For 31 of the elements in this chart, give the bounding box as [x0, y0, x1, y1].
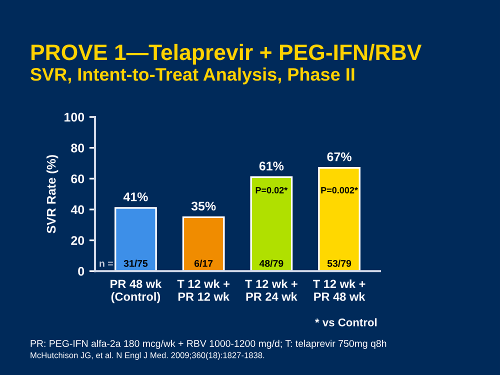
annotation: 6/17	[194, 260, 213, 267]
text: * vs Control	[315, 318, 377, 326]
data-label: 41%	[123, 192, 148, 202]
data-label: 67%	[327, 152, 352, 162]
annotation: 48/79	[259, 260, 284, 267]
y-tick-label: 20	[71, 236, 84, 245]
bar	[250, 176, 293, 272]
y-tick-label: 60	[71, 174, 84, 184]
chart-subtitle: SVR, Intent-to-Treat Analysis, Phase II	[30, 68, 354, 84]
chart-title: PROVE 1—Telaprevir + PEG-IFN/RBV	[31, 44, 422, 65]
text: McHutchison JG, et al. N Engl J Med. 2009;360(18):1827-1838.	[30, 352, 264, 360]
annotation: P=0.002*	[321, 187, 358, 194]
bar	[182, 216, 225, 272]
y-axis-title: SVR Rate (%)	[46, 155, 58, 234]
y-tick-label: 100	[64, 112, 84, 122]
bar	[318, 167, 360, 272]
annotation: 53/79	[327, 260, 352, 267]
annotation: P=0.02*	[256, 187, 288, 194]
y-tick-label: 80	[71, 144, 84, 152]
x-tick-label: T 12 wk + PR 48 wk	[313, 279, 366, 301]
data-label: 61%	[259, 162, 284, 170]
x-tick-label: PR 48 wk (Control)	[110, 279, 162, 304]
bar	[114, 207, 157, 272]
y-tick-label: 0	[78, 266, 84, 276]
text: PR: PEG-IFN alfa-2a 180 mcg/wk + RBV 1000-1200 mg/d; T: telaprevir 750mg q8h	[30, 340, 386, 349]
annotation: 31/75	[124, 260, 148, 267]
annotation: n =	[100, 262, 113, 267]
x-tick-label: T 12 wk + PR 12 wk	[177, 279, 230, 301]
data-label: 35%	[191, 202, 216, 211]
x-tick-label: T 12 wk + PR 24 wk	[245, 279, 298, 301]
y-tick-label: 40	[70, 205, 84, 214]
